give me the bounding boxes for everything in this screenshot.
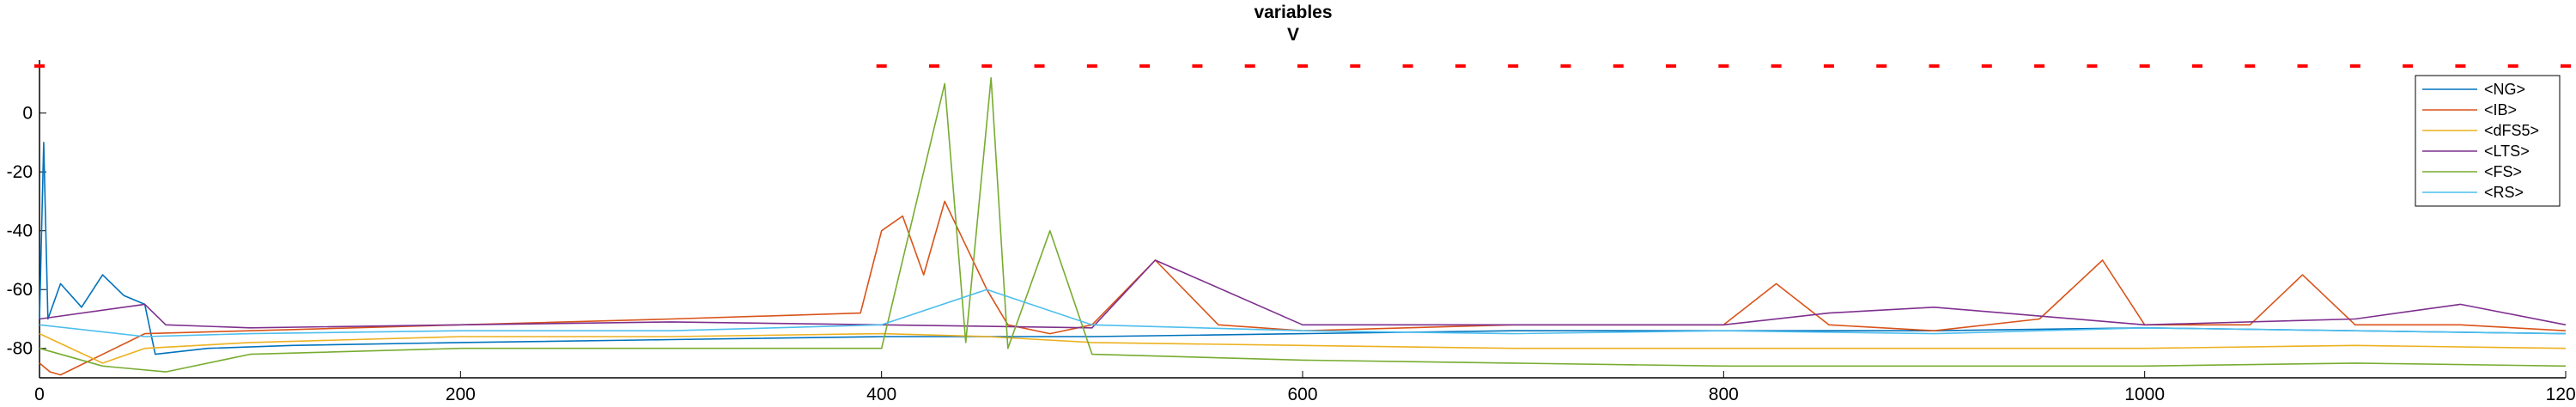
series-line-4 — [39, 259, 2567, 329]
event-markers — [34, 64, 2571, 68]
x-tick-label: 1000 — [2124, 385, 2165, 403]
event-marker — [1350, 64, 1361, 68]
event-marker — [1560, 64, 1571, 68]
event-marker — [1086, 64, 1097, 68]
series-line-5 — [39, 76, 2567, 373]
event-marker — [1929, 64, 1940, 68]
x-tick-label: 200 — [446, 385, 476, 403]
y-tick-label: -60 — [7, 280, 33, 300]
legend: <NG> <IB> <dFS5> <LTS> <FS> <RS> — [2415, 75, 2561, 207]
event-marker — [2349, 64, 2360, 68]
event-marker — [2139, 64, 2150, 68]
legend-label: <LTS> — [2484, 143, 2530, 160]
event-marker — [1455, 64, 1466, 68]
event-marker — [1613, 64, 1624, 68]
legend-label: <FS> — [2484, 163, 2522, 180]
event-marker — [1034, 64, 1045, 68]
event-marker — [2191, 64, 2202, 68]
event-marker — [1402, 64, 1413, 68]
x-tick-label: 0 — [34, 385, 45, 403]
event-marker — [1666, 64, 1677, 68]
event-marker — [1139, 64, 1151, 68]
y-tick-label: 0 — [22, 104, 33, 124]
y-tick-label: -20 — [7, 162, 33, 182]
event-marker — [876, 64, 887, 68]
event-marker — [1823, 64, 1834, 68]
event-marker — [1981, 64, 1992, 68]
legend-label: <RS> — [2484, 184, 2524, 201]
x-tick-label: 800 — [1709, 385, 1739, 403]
series-group — [39, 76, 2567, 376]
event-marker — [1876, 64, 1887, 68]
event-marker — [2297, 64, 2308, 68]
event-marker — [2087, 64, 2098, 68]
legend-label: <dFS5> — [2484, 122, 2539, 139]
event-marker — [2561, 64, 2571, 68]
event-marker — [928, 64, 939, 68]
event-marker — [2455, 64, 2466, 68]
event-marker — [1192, 64, 1203, 68]
event-marker — [1508, 64, 1519, 68]
event-marker — [2034, 64, 2045, 68]
legend-box — [2415, 75, 2561, 207]
y-tick-label: -40 — [7, 222, 33, 241]
event-marker — [1771, 64, 1782, 68]
series-line-1 — [39, 142, 2567, 355]
series-line-2 — [39, 200, 2567, 376]
chart-title: variables — [1254, 3, 1332, 22]
legend-label: <NG> — [2484, 81, 2525, 98]
y-tick-label: -80 — [7, 339, 33, 359]
event-marker — [2245, 64, 2256, 68]
event-marker — [1297, 64, 1308, 68]
x-tick-label: 400 — [866, 385, 896, 403]
x-tick-label: 600 — [1287, 385, 1317, 403]
event-marker — [34, 64, 45, 68]
event-marker — [1244, 64, 1255, 68]
series-line-6 — [39, 289, 2567, 337]
legend-label: <IB> — [2484, 101, 2517, 118]
event-marker — [2507, 64, 2518, 68]
event-marker — [1718, 64, 1729, 68]
chart-subtitle: V — [1287, 25, 1299, 45]
series-line-3 — [39, 332, 2567, 364]
event-marker — [981, 64, 993, 68]
event-marker — [2403, 64, 2414, 68]
